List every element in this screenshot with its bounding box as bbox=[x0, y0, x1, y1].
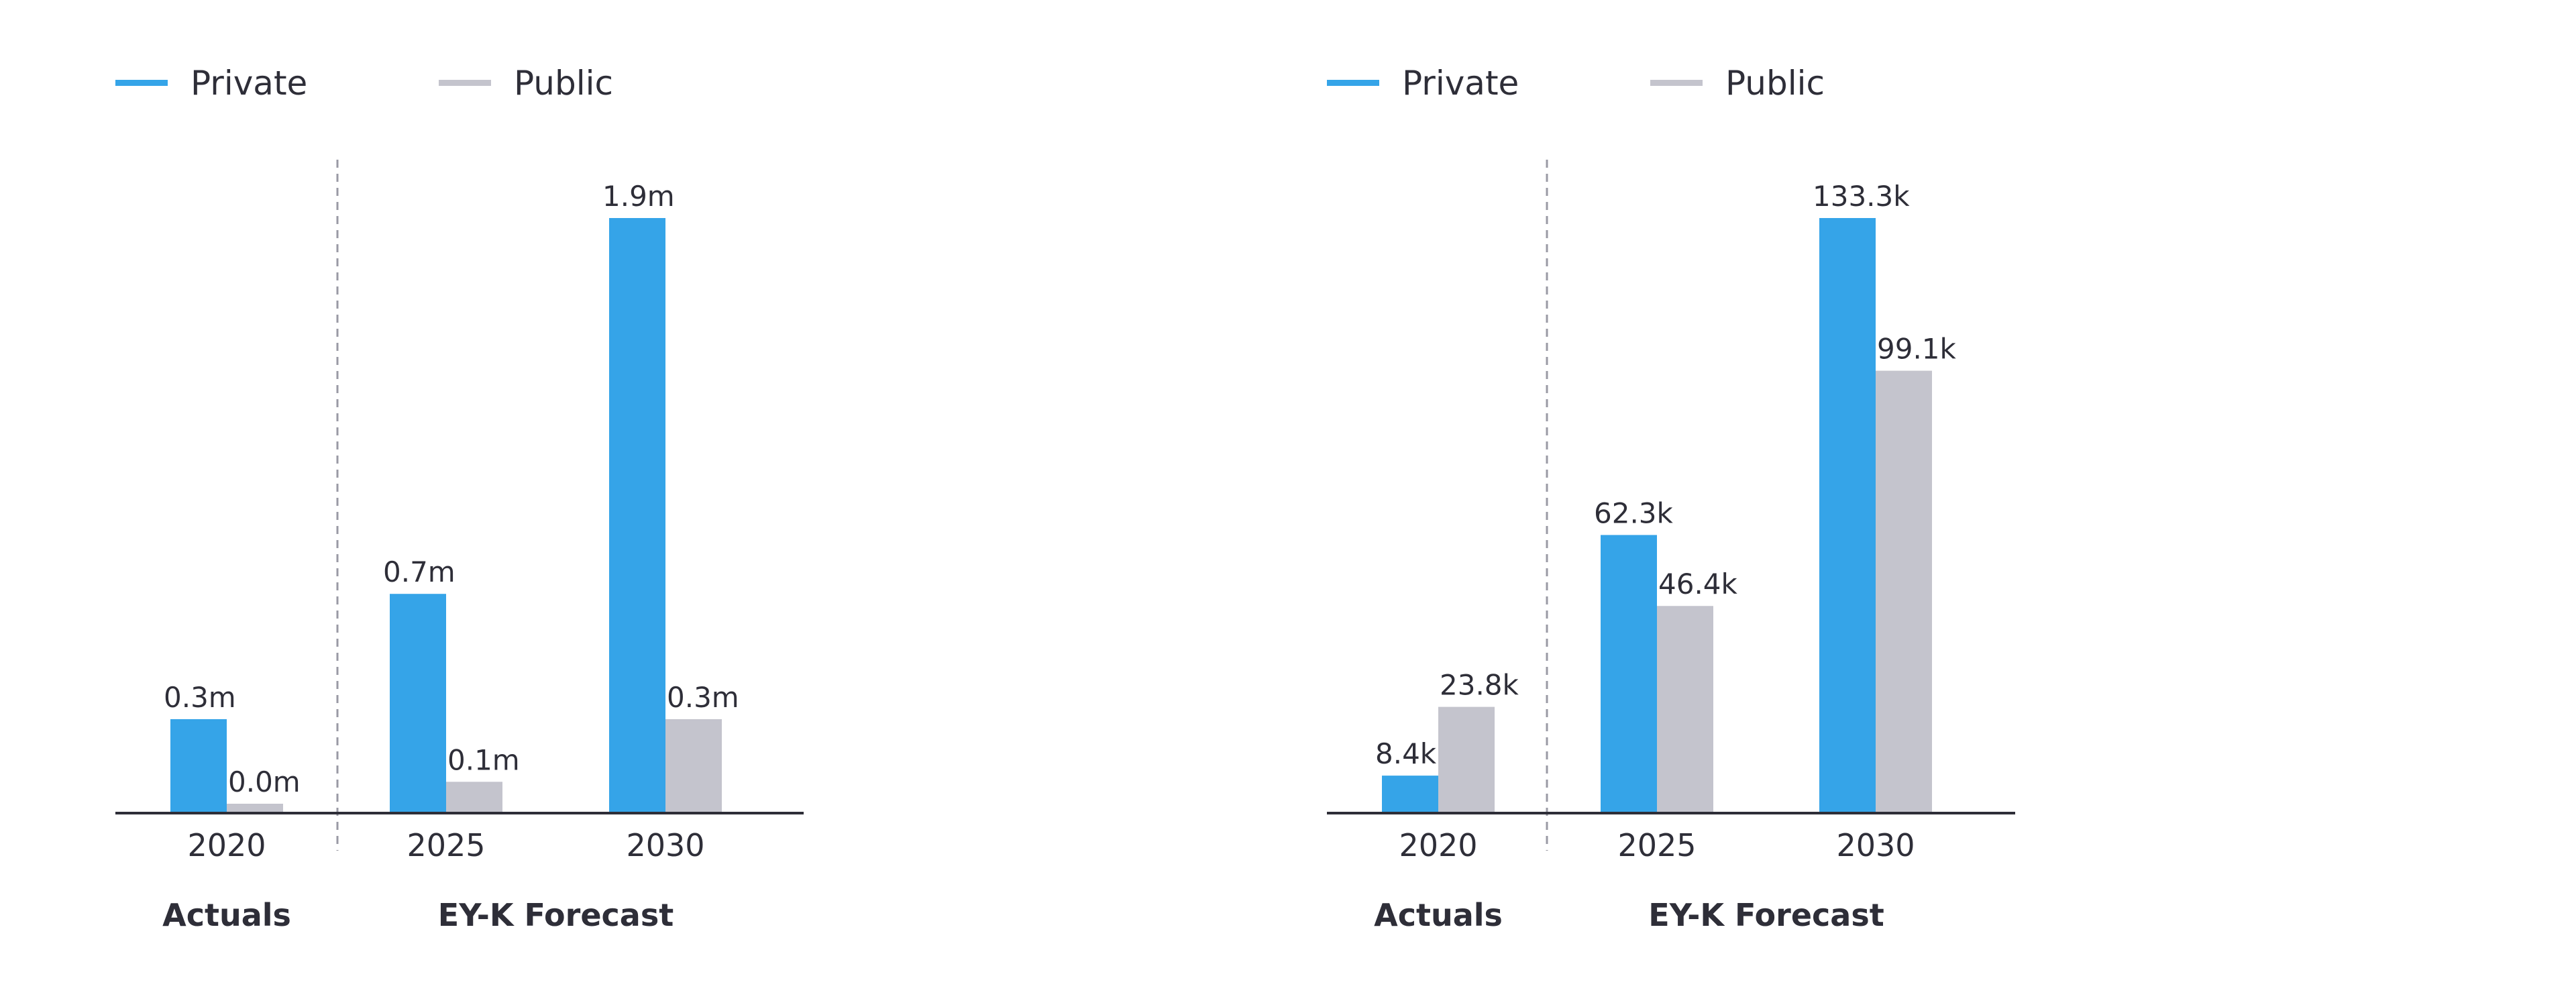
bar-public-2030 bbox=[1876, 370, 1932, 813]
chart-1: Private Public 0.3m 0.0m 2020 0.7m 0.1m 2025 1.9… bbox=[115, 64, 804, 933]
bar-private-2020 bbox=[1382, 776, 1438, 813]
legend-swatch-private bbox=[1327, 80, 1379, 86]
bar-public-2025 bbox=[1657, 606, 1713, 813]
bar-public-2020 bbox=[1438, 706, 1495, 813]
bar-private-2025 bbox=[1601, 535, 1657, 813]
legend-swatch-public bbox=[1650, 80, 1703, 86]
legend-label-public: Public bbox=[514, 64, 613, 103]
value-label-public-2030: 99.1k bbox=[1877, 333, 1957, 366]
group-label-actuals: Actuals bbox=[1374, 897, 1503, 933]
value-label-public-2020: 23.8k bbox=[1440, 669, 1519, 702]
value-label-private-2030: 133.3k bbox=[1813, 180, 1910, 213]
value-label-public-2020: 0.0m bbox=[228, 765, 301, 798]
bar-private-2030 bbox=[609, 218, 665, 813]
x-tick-label-2030: 2030 bbox=[1836, 827, 1915, 863]
bar-public-2025 bbox=[446, 782, 502, 813]
value-label-private-2030: 1.9m bbox=[602, 180, 675, 213]
chart-2: Private Public 8.4k 23.8k 2020 62.3k 46.4k 2025… bbox=[1327, 64, 2015, 933]
bar-private-2020 bbox=[170, 719, 227, 813]
legend-swatch-public bbox=[439, 80, 491, 86]
x-tick-label-2030: 2030 bbox=[626, 827, 704, 863]
group-label-actuals: Actuals bbox=[162, 897, 291, 933]
value-label-public-2030: 0.3m bbox=[667, 681, 739, 714]
bar-public-2020 bbox=[227, 803, 283, 813]
bar-private-2030 bbox=[1819, 218, 1876, 813]
bar-public-2030 bbox=[665, 719, 722, 813]
legend-label-private: Private bbox=[191, 64, 307, 103]
value-label-private-2020: 8.4k bbox=[1375, 737, 1437, 770]
x-tick-label-2020: 2020 bbox=[1399, 827, 1477, 863]
bar-private-2025 bbox=[390, 594, 446, 813]
group-label-forecast: EY-K Forecast bbox=[438, 897, 674, 933]
legend-label-private: Private bbox=[1402, 64, 1519, 103]
legend-label-public: Public bbox=[1725, 64, 1825, 103]
value-label-private-2025: 0.7m bbox=[383, 555, 455, 588]
group-label-forecast: EY-K Forecast bbox=[1648, 897, 1884, 933]
value-label-public-2025: 0.1m bbox=[447, 743, 520, 776]
value-label-public-2025: 46.4k bbox=[1658, 568, 1738, 600]
x-tick-label-2025: 2025 bbox=[407, 827, 485, 863]
value-label-private-2025: 62.3k bbox=[1594, 496, 1674, 529]
x-tick-label-2025: 2025 bbox=[1617, 827, 1696, 863]
value-label-private-2020: 0.3m bbox=[164, 681, 236, 714]
x-tick-label-2020: 2020 bbox=[187, 827, 266, 863]
legend-swatch-private bbox=[115, 80, 168, 86]
